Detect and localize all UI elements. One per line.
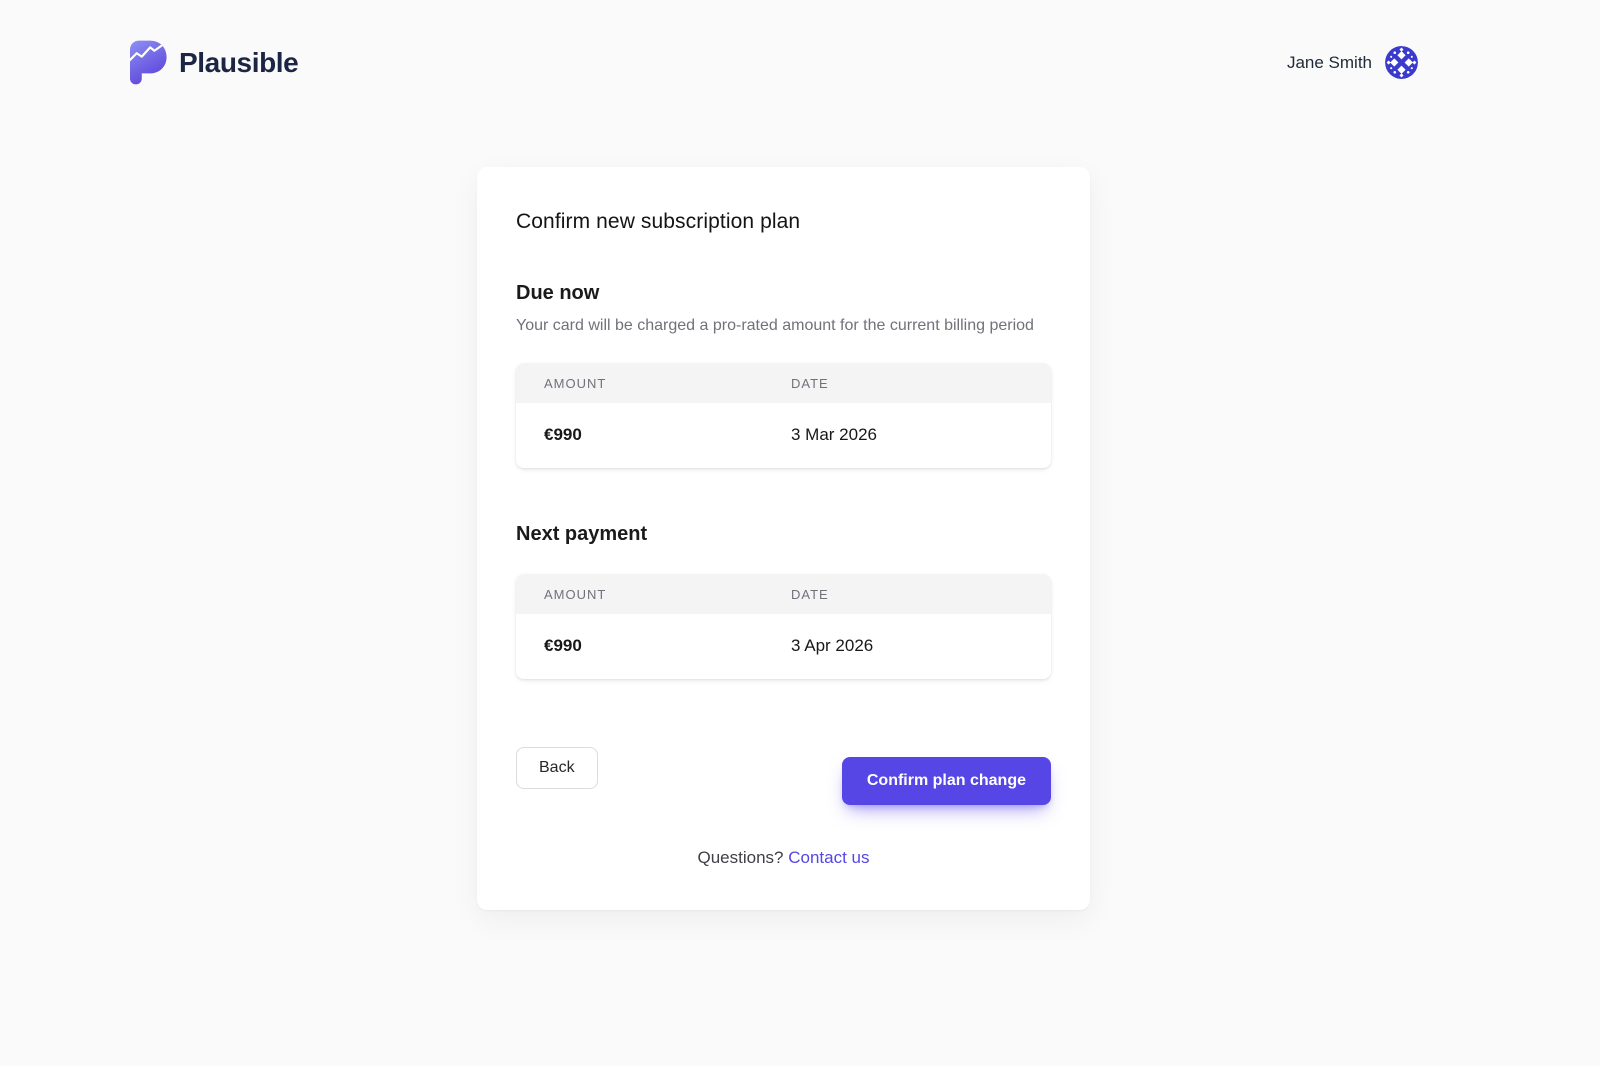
main-content: Confirm new subscription plan Due now Yo… [0, 167, 1600, 910]
date-value: 3 Apr 2026 [791, 636, 874, 655]
due-now-description: Your card will be charged a pro-rated am… [516, 317, 1034, 334]
next-payment-section: Next payment AMOUNT DATE €990 3 Apr 2026 [516, 523, 1051, 679]
brand-logo[interactable]: Plausible [130, 40, 299, 85]
column-header-amount: AMOUNT [544, 587, 607, 602]
questions-text: Questions? [697, 848, 784, 867]
date-value: 3 Mar 2026 [791, 425, 877, 444]
next-payment-heading: Next payment [516, 523, 648, 545]
table-header-row: AMOUNT DATE [516, 574, 1051, 614]
confirm-plan-card: Confirm new subscription plan Due now Yo… [477, 167, 1090, 910]
brand-name: Plausible [179, 46, 299, 78]
amount-value: €990 [544, 636, 582, 655]
amount-value: €990 [544, 425, 582, 444]
column-header-date: DATE [791, 587, 829, 602]
back-button[interactable]: Back [516, 747, 598, 789]
table-row: €990 3 Mar 2026 [516, 403, 1051, 468]
avatar [1385, 46, 1418, 79]
actions-row: Back Confirm plan change [516, 747, 1051, 805]
column-header-date: DATE [791, 376, 829, 391]
questions-line: Questions? Contact us [516, 848, 1051, 868]
user-name: Jane Smith [1286, 52, 1372, 72]
confirm-plan-change-button[interactable]: Confirm plan change [841, 757, 1051, 805]
due-now-table: AMOUNT DATE €990 3 Mar 2026 [516, 363, 1051, 468]
table-header-row: AMOUNT DATE [516, 363, 1051, 403]
user-menu[interactable]: Jane Smith [1287, 46, 1418, 79]
due-now-section: Due now Your card will be charged a pro-… [516, 282, 1051, 468]
contact-us-link[interactable]: Contact us [788, 848, 870, 867]
table-row: €990 3 Apr 2026 [516, 614, 1051, 679]
page-title: Confirm new subscription plan [516, 210, 801, 233]
top-nav: Plausible Jane Smith [0, 0, 1600, 85]
next-payment-table: AMOUNT DATE €990 3 Apr 2026 [516, 574, 1051, 679]
column-header-amount: AMOUNT [544, 376, 607, 391]
due-now-heading: Due now [516, 282, 600, 304]
plausible-logo-icon [130, 40, 167, 85]
